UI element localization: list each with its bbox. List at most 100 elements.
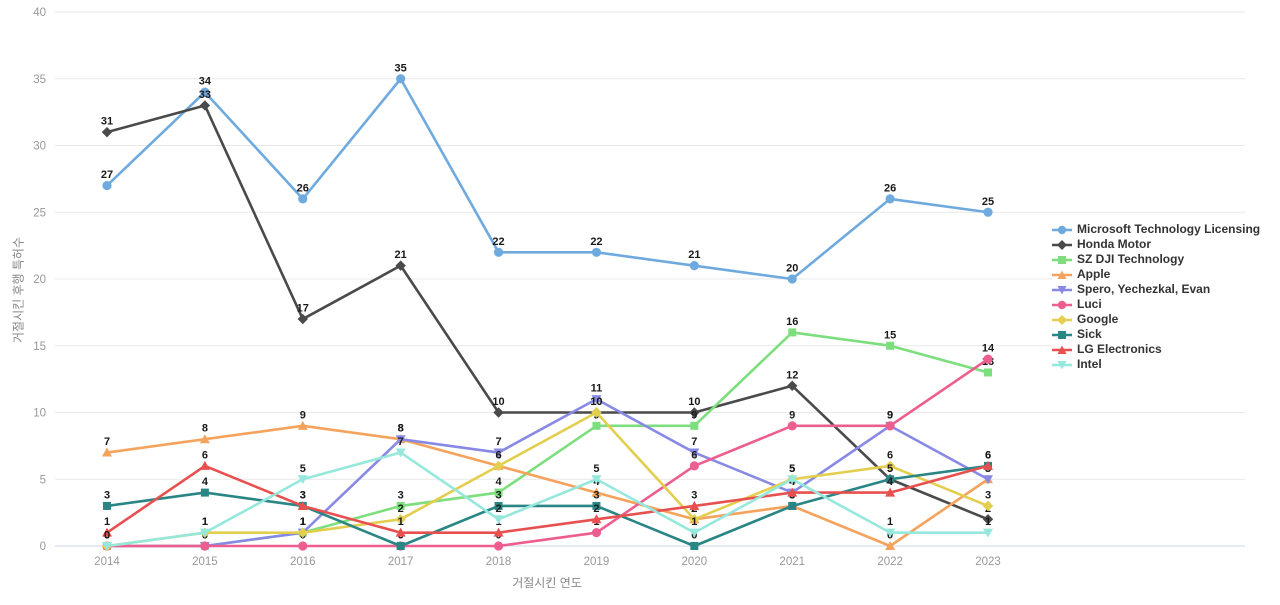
data-point-luci[interactable] bbox=[591, 528, 602, 538]
data-label: 5 bbox=[300, 463, 306, 475]
data-point-intel[interactable] bbox=[689, 528, 700, 538]
data-point-honda-motor[interactable] bbox=[982, 514, 994, 525]
data-point-sick[interactable] bbox=[592, 501, 601, 510]
data-point-honda-motor[interactable] bbox=[689, 407, 700, 418]
legend-item-intel[interactable]: Intel bbox=[1052, 357, 1261, 372]
legend-item-google[interactable]: Google bbox=[1052, 312, 1261, 327]
data-point-intel[interactable] bbox=[395, 448, 406, 458]
data-point-honda-motor[interactable] bbox=[787, 380, 798, 391]
data-point-sick[interactable] bbox=[200, 488, 209, 497]
legend-item-spero-yechezkal-evan[interactable]: Spero, Yechezkal, Evan bbox=[1052, 282, 1261, 297]
data-point-honda-motor[interactable] bbox=[297, 313, 308, 325]
legend-item-honda-motor[interactable]: Honda Motor bbox=[1052, 237, 1261, 252]
data-label: 1 bbox=[300, 516, 306, 528]
data-point-honda-motor[interactable] bbox=[395, 260, 406, 271]
legend-label: Intel bbox=[1077, 357, 1102, 371]
data-point-spero-yechezkal-evan[interactable] bbox=[395, 435, 406, 445]
data-point-luci[interactable] bbox=[298, 541, 308, 551]
data-point-sick[interactable] bbox=[396, 542, 405, 550]
data-label: 5 bbox=[789, 463, 795, 475]
data-point-microsoft-technology-licensing[interactable] bbox=[200, 87, 210, 97]
data-point-honda-motor[interactable] bbox=[101, 126, 113, 138]
data-point-sz-dji-technology[interactable] bbox=[494, 488, 503, 497]
data-point-luci[interactable] bbox=[983, 354, 993, 364]
data-point-lg-electronics[interactable] bbox=[689, 500, 700, 510]
data-point-apple[interactable] bbox=[199, 434, 210, 444]
data-point-luci[interactable] bbox=[200, 541, 210, 551]
data-point-microsoft-technology-licensing[interactable] bbox=[396, 74, 406, 84]
data-point-intel[interactable] bbox=[493, 515, 504, 525]
data-point-lg-electronics[interactable] bbox=[983, 460, 994, 470]
data-point-sz-dji-technology[interactable] bbox=[984, 368, 993, 377]
data-point-google[interactable] bbox=[395, 514, 406, 525]
data-label: 20 bbox=[786, 263, 798, 275]
data-point-lg-electronics[interactable] bbox=[787, 487, 798, 497]
data-point-luci[interactable] bbox=[885, 421, 895, 431]
data-point-intel[interactable] bbox=[983, 528, 994, 538]
data-point-apple[interactable] bbox=[885, 541, 896, 550]
data-point-sz-dji-technology[interactable] bbox=[396, 501, 405, 510]
legend-item-sz-dji-technology[interactable]: SZ DJI Technology bbox=[1052, 252, 1261, 267]
data-point-sick[interactable] bbox=[103, 501, 111, 510]
data-point-google[interactable] bbox=[297, 527, 308, 538]
data-point-spero-yechezkal-evan[interactable] bbox=[493, 448, 504, 458]
legend-item-microsoft-technology-licensing[interactable]: Microsoft Technology Licensing bbox=[1052, 222, 1261, 237]
data-point-intel[interactable] bbox=[787, 475, 798, 485]
data-point-sick[interactable] bbox=[788, 501, 797, 510]
data-label: 2 bbox=[398, 503, 404, 515]
data-point-apple[interactable] bbox=[591, 487, 602, 497]
data-point-sz-dji-technology[interactable] bbox=[690, 421, 699, 430]
data-point-microsoft-technology-licensing[interactable] bbox=[102, 180, 112, 191]
data-point-sz-dji-technology[interactable] bbox=[788, 328, 797, 337]
data-point-sz-dji-technology[interactable] bbox=[592, 421, 601, 430]
legend-label: Honda Motor bbox=[1077, 237, 1151, 251]
data-point-lg-electronics[interactable] bbox=[591, 514, 602, 524]
data-point-lg-electronics[interactable] bbox=[102, 527, 112, 537]
data-point-honda-motor[interactable] bbox=[199, 100, 211, 111]
data-point-google[interactable] bbox=[982, 500, 994, 512]
data-point-luci[interactable] bbox=[787, 421, 797, 431]
legend-item-sick[interactable]: Sick bbox=[1052, 327, 1261, 342]
data-label: 35 bbox=[395, 62, 407, 74]
data-label: 31 bbox=[101, 116, 113, 128]
data-point-lg-electronics[interactable] bbox=[493, 527, 504, 537]
data-point-intel[interactable] bbox=[591, 475, 602, 485]
y-tick-label: 40 bbox=[33, 7, 46, 19]
data-point-sick[interactable] bbox=[494, 501, 503, 510]
legend-item-lg-electronics[interactable]: LG Electronics bbox=[1052, 342, 1261, 357]
data-point-apple[interactable] bbox=[297, 420, 308, 430]
data-point-sick[interactable] bbox=[886, 475, 895, 484]
data-point-sz-dji-technology[interactable] bbox=[886, 341, 895, 350]
data-point-honda-motor[interactable] bbox=[493, 407, 504, 418]
data-point-lg-electronics[interactable] bbox=[297, 500, 308, 510]
legend-item-luci[interactable]: Luci bbox=[1052, 297, 1261, 312]
data-point-spero-yechezkal-evan[interactable] bbox=[591, 395, 602, 405]
data-point-microsoft-technology-licensing[interactable] bbox=[787, 274, 797, 284]
data-point-lg-electronics[interactable] bbox=[395, 527, 406, 537]
data-point-lg-electronics[interactable] bbox=[885, 487, 896, 497]
data-point-microsoft-technology-licensing[interactable] bbox=[983, 207, 993, 217]
data-point-luci[interactable] bbox=[689, 461, 699, 471]
data-point-intel[interactable] bbox=[102, 542, 112, 551]
data-point-apple[interactable] bbox=[102, 447, 112, 457]
data-point-lg-electronics[interactable] bbox=[199, 460, 210, 470]
data-point-intel[interactable] bbox=[885, 528, 896, 538]
data-point-luci[interactable] bbox=[493, 541, 504, 551]
data-point-google[interactable] bbox=[493, 460, 504, 472]
data-point-intel[interactable] bbox=[199, 528, 210, 538]
data-point-spero-yechezkal-evan[interactable] bbox=[689, 448, 700, 458]
data-point-microsoft-technology-licensing[interactable] bbox=[591, 247, 602, 257]
data-point-microsoft-technology-licensing[interactable] bbox=[298, 194, 308, 204]
data-point-intel[interactable] bbox=[297, 475, 308, 485]
data-point-microsoft-technology-licensing[interactable] bbox=[689, 261, 699, 271]
data-point-google[interactable] bbox=[689, 514, 700, 525]
data-point-microsoft-technology-licensing[interactable] bbox=[885, 194, 895, 204]
y-tick-label: 20 bbox=[33, 274, 46, 286]
data-point-spero-yechezkal-evan[interactable] bbox=[983, 475, 994, 485]
data-point-google[interactable] bbox=[591, 407, 602, 418]
data-point-microsoft-technology-licensing[interactable] bbox=[493, 247, 504, 257]
legend-marker-icon bbox=[1052, 270, 1072, 279]
legend-item-apple[interactable]: Apple bbox=[1052, 267, 1261, 282]
data-point-sick[interactable] bbox=[690, 542, 699, 550]
data-point-google[interactable] bbox=[884, 460, 896, 472]
